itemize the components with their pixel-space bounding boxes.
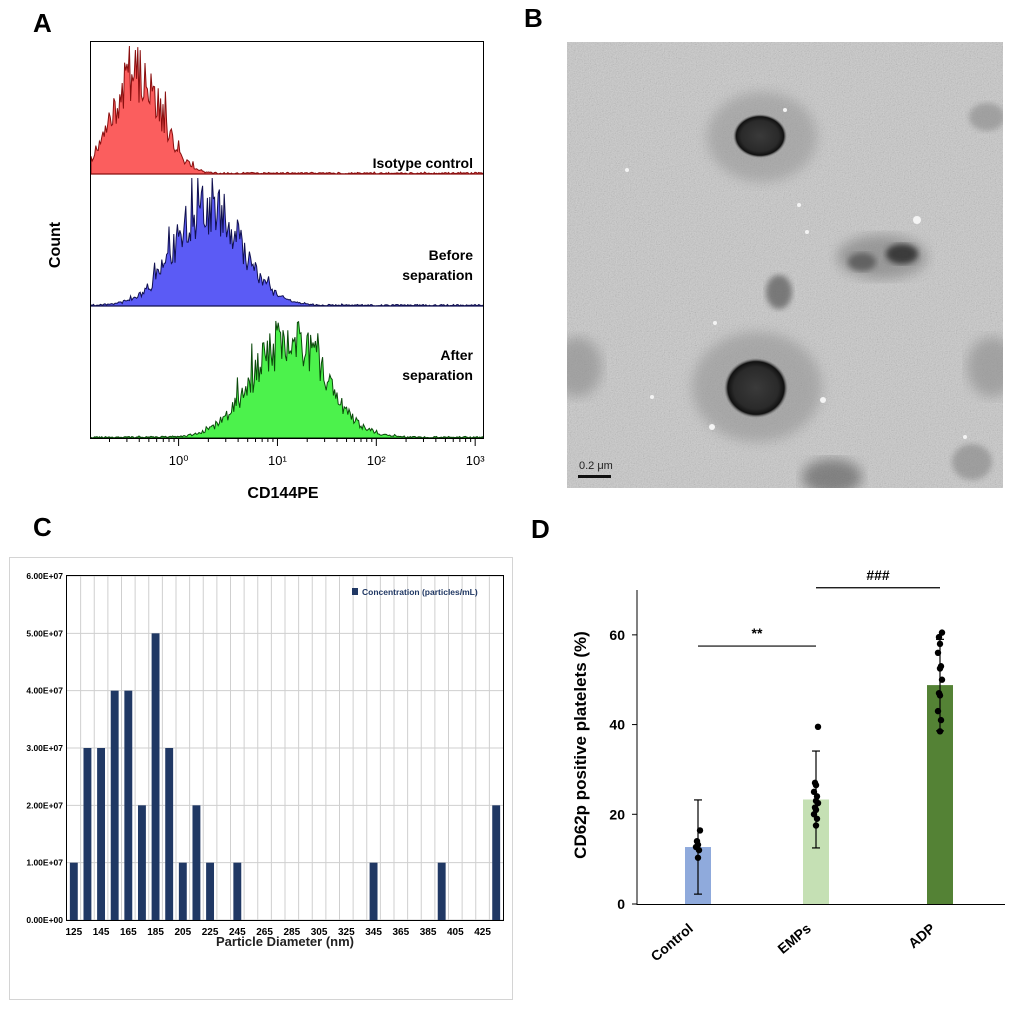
nta-bar-chart: 0.00E+00 1.00E+07 2.00E+07 3.00E+07 4.00E+07… xyxy=(26,571,504,949)
cd62p-bar-chart: 0 20 40 60 ** ### Control EMPs ADP CD62p posit… xyxy=(571,567,1005,964)
histogram-series-label: separation xyxy=(402,367,473,383)
cd62p-x-tick-label: Control xyxy=(648,920,696,964)
nta-plot-frame xyxy=(66,575,504,921)
histogram-frame xyxy=(90,41,484,439)
data-point xyxy=(693,838,701,845)
nta-x-tick-label: 185 xyxy=(147,927,164,938)
data-point xyxy=(696,827,704,834)
histogram-series-label: separation xyxy=(402,267,473,283)
cd62p-y-tick-label: 0 xyxy=(617,896,625,912)
nta-x-label: Particle Diameter (nm) xyxy=(216,934,354,949)
nta-y-tick-label: 2.00E+07 xyxy=(26,800,63,810)
panel-letter-d: D xyxy=(531,514,550,544)
data-point xyxy=(938,629,946,636)
nta-x-tick-label: 225 xyxy=(202,927,219,938)
data-point xyxy=(811,804,819,811)
histogram-x-tick-label: 10² xyxy=(367,453,386,468)
histogram-series-label: Before xyxy=(429,247,474,263)
nta-x-tick-label: 325 xyxy=(338,927,355,938)
nta-x-tick-label: 125 xyxy=(65,927,82,938)
nta-x-tick-label: 345 xyxy=(365,927,382,938)
nta-x-tick-label: 145 xyxy=(93,927,110,938)
cd62p-y-label: CD62p positive platelets (%) xyxy=(571,631,590,859)
cd62p-y-tick-label: 40 xyxy=(609,717,625,733)
legend-swatch xyxy=(352,588,358,595)
cd62p-x-tick-label: EMPs xyxy=(774,920,814,957)
significance-label: ** xyxy=(752,625,763,641)
histogram-y-label: Count xyxy=(47,221,64,268)
nta-bar xyxy=(178,862,187,920)
nta-bar xyxy=(110,690,119,920)
data-point xyxy=(934,649,942,656)
nta-x-tick-label: 425 xyxy=(474,927,491,938)
histogram-series-label: Isotype control xyxy=(373,155,473,171)
nta-x-tick-label: 305 xyxy=(311,927,328,938)
nta-y-tick-label: 6.00E+07 xyxy=(26,571,63,581)
nta-bar xyxy=(369,862,378,920)
data-point xyxy=(934,707,942,715)
significance-label: ### xyxy=(866,567,890,583)
data-point xyxy=(937,716,945,724)
histogram-chart-a: 10⁰ 10¹ 10² 10³ Isotype control Before separa… xyxy=(47,41,485,502)
data-point xyxy=(814,723,822,731)
nta-bar xyxy=(192,805,201,920)
cd62p-y-tick-label: 60 xyxy=(609,627,625,643)
nta-y-tick-label: 5.00E+07 xyxy=(26,628,63,638)
nta-bar xyxy=(165,748,174,920)
nta-bar xyxy=(69,862,78,920)
nta-y-tick-label: 0.00E+00 xyxy=(26,915,63,925)
data-point xyxy=(935,633,943,641)
nta-bar xyxy=(137,805,146,920)
histogram-series-2 xyxy=(90,177,485,307)
nta-bar xyxy=(124,690,133,920)
data-point xyxy=(811,779,819,787)
nta-x-tick-label: 365 xyxy=(392,927,409,938)
nta-bar xyxy=(233,862,242,920)
histogram-x-tick-label: 10⁰ xyxy=(169,453,189,468)
tem-micrograph: 0.2 μm xyxy=(567,42,1003,488)
data-point xyxy=(937,663,945,670)
nta-bar xyxy=(206,862,215,920)
nta-x-tick-label: 405 xyxy=(447,927,464,938)
panel-letter-c: C xyxy=(33,512,52,542)
histogram-x-tick-label: 10³ xyxy=(466,453,485,468)
nta-x-tick-label: 205 xyxy=(174,927,191,938)
data-point xyxy=(694,854,702,861)
legend-label: Concentration (particles/mL) xyxy=(362,587,478,597)
nta-x-tick-label: 245 xyxy=(229,927,246,938)
nta-x-tick-label: 265 xyxy=(256,927,273,938)
cd62p-x-tick-label: ADP xyxy=(905,920,938,951)
histogram-x-label: CD144PE xyxy=(247,485,318,502)
data-point xyxy=(810,788,818,796)
cd62p-y-tick-label: 20 xyxy=(609,806,625,822)
nta-y-tick-label: 1.00E+07 xyxy=(26,858,63,868)
data-point xyxy=(938,676,946,683)
histogram-series-label: After xyxy=(440,347,473,363)
data-point xyxy=(936,728,944,735)
scale-bar-label: 0.2 μm xyxy=(579,460,613,472)
nta-y-tick-label: 4.00E+07 xyxy=(26,686,63,696)
data-point xyxy=(812,822,820,829)
nta-y-tick-label: 3.00E+07 xyxy=(26,743,63,753)
nta-x-tick-label: 285 xyxy=(283,927,300,938)
nta-bar xyxy=(83,748,92,920)
nta-bar xyxy=(492,805,501,920)
nta-bar xyxy=(151,633,160,920)
data-point xyxy=(936,640,944,648)
nta-x-tick-label: 385 xyxy=(420,927,437,938)
histogram-series-3 xyxy=(90,320,484,439)
nta-bar xyxy=(97,748,106,920)
nta-x-tick-label: 165 xyxy=(120,927,137,938)
histogram-x-tick-label: 10¹ xyxy=(268,453,287,468)
data-point xyxy=(813,793,821,800)
nta-bar xyxy=(437,862,446,920)
data-point xyxy=(935,689,943,697)
scale-bar xyxy=(578,475,611,478)
data-point xyxy=(813,815,821,822)
panel-letter-a: A xyxy=(33,8,52,38)
nta-chart-frame xyxy=(9,557,513,1000)
panel-letter-b: B xyxy=(524,3,543,33)
